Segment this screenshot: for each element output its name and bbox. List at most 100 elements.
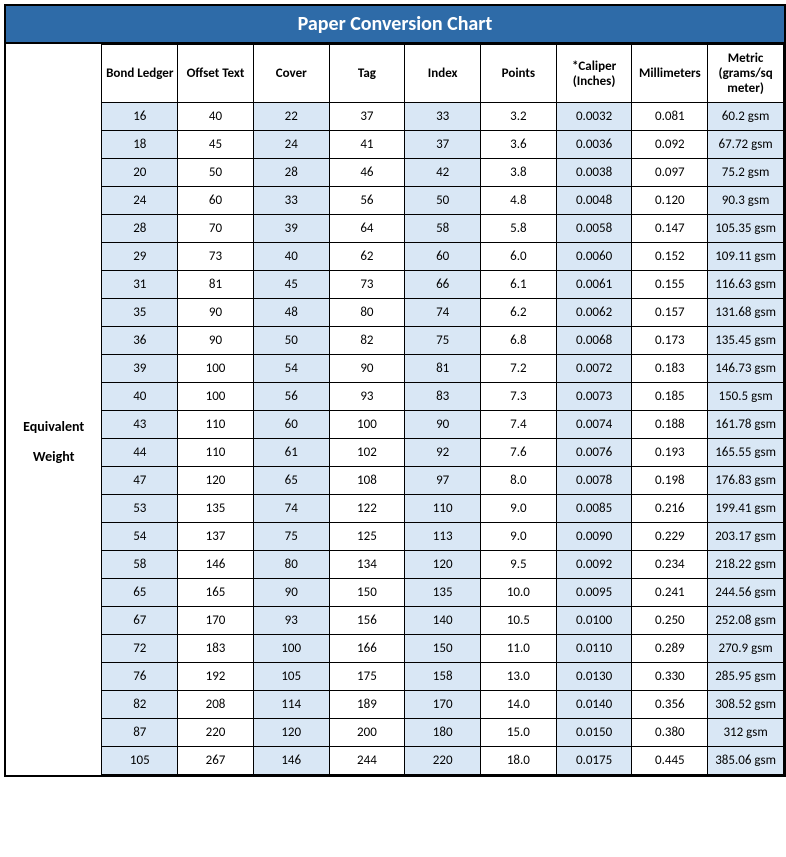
table-cell: 29 xyxy=(102,243,178,271)
table-cell: 3.2 xyxy=(481,103,557,131)
table-cell: 244.56 gsm xyxy=(708,579,784,607)
table-cell: 46 xyxy=(329,159,405,187)
table-row: 29734062606.00.00600.152109.11 gsm xyxy=(6,243,784,271)
table-row: 391005490817.20.00720.183146.73 gsm xyxy=(6,355,784,383)
table-cell: 45 xyxy=(253,271,329,299)
table-cell: 0.0058 xyxy=(556,215,632,243)
table-cell: 100 xyxy=(178,383,254,411)
table-cell: 122 xyxy=(329,495,405,523)
table-cell: 7.2 xyxy=(481,355,557,383)
table-row: 54137751251139.00.00900.229203.17 gsm xyxy=(6,523,784,551)
table-cell: 81 xyxy=(178,271,254,299)
table-cell: 5.8 xyxy=(481,215,557,243)
table-cell: 36 xyxy=(102,327,178,355)
table-cell: 37 xyxy=(329,103,405,131)
table-cell: 105.35 gsm xyxy=(708,215,784,243)
table-cell: 10.5 xyxy=(481,607,557,635)
table-cell: 97 xyxy=(405,467,481,495)
table-cell: 135.45 gsm xyxy=(708,327,784,355)
table-cell: 41 xyxy=(329,131,405,159)
table-row: 4411061102927.60.00760.193165.55 gsm xyxy=(6,439,784,467)
table-cell: 9.0 xyxy=(481,495,557,523)
table-cell: 62 xyxy=(329,243,405,271)
table-cell: 90 xyxy=(329,355,405,383)
table-cell: 6.2 xyxy=(481,299,557,327)
table-cell: 135 xyxy=(178,495,254,523)
table-cell: 58 xyxy=(405,215,481,243)
table-cell: 0.0048 xyxy=(556,187,632,215)
table-cell: 0.330 xyxy=(632,663,708,691)
table-cell: 0.216 xyxy=(632,495,708,523)
table-cell: 82 xyxy=(329,327,405,355)
table-cell: 47 xyxy=(102,467,178,495)
table-cell: 114 xyxy=(253,691,329,719)
table-cell: 90 xyxy=(178,327,254,355)
table-cell: 244 xyxy=(329,747,405,775)
table-row: 10526714624422018.00.01750.445385.06 gsm xyxy=(6,747,784,775)
table-cell: 6.1 xyxy=(481,271,557,299)
table-cell: 0.0092 xyxy=(556,551,632,579)
table-row: 401005693837.30.00730.185150.5 gsm xyxy=(6,383,784,411)
table-cell: 0.0062 xyxy=(556,299,632,327)
table-cell: 3.8 xyxy=(481,159,557,187)
table-cell: 113 xyxy=(405,523,481,551)
table-cell: 110 xyxy=(178,411,254,439)
table-cell: 90 xyxy=(253,579,329,607)
table-cell: 13.0 xyxy=(481,663,557,691)
table-cell: 10.0 xyxy=(481,579,557,607)
table-cell: 0.081 xyxy=(632,103,708,131)
table-cell: 252.08 gsm xyxy=(708,607,784,635)
table-cell: 189 xyxy=(329,691,405,719)
table-cell: 33 xyxy=(405,103,481,131)
table-cell: 109.11 gsm xyxy=(708,243,784,271)
table-cell: 0.241 xyxy=(632,579,708,607)
row-label-line: Weight xyxy=(6,442,101,472)
table-cell: 146.73 gsm xyxy=(708,355,784,383)
table-row: 31814573666.10.00610.155116.63 gsm xyxy=(6,271,784,299)
table-cell: 73 xyxy=(178,243,254,271)
table-cell: 0.0130 xyxy=(556,663,632,691)
table-cell: 74 xyxy=(253,495,329,523)
table-cell: 0.0076 xyxy=(556,439,632,467)
table-cell: 9.5 xyxy=(481,551,557,579)
chart-title: Paper Conversion Chart xyxy=(6,6,784,44)
table-cell: 200 xyxy=(329,719,405,747)
table-cell: 135 xyxy=(405,579,481,607)
column-header: Bond Ledger xyxy=(102,45,178,103)
table-cell: 3.6 xyxy=(481,131,557,159)
table-cell: 44 xyxy=(102,439,178,467)
table-cell: 18 xyxy=(102,131,178,159)
table-cell: 100 xyxy=(178,355,254,383)
table-cell: 75.2 gsm xyxy=(708,159,784,187)
table-cell: 50 xyxy=(405,187,481,215)
table-cell: 16 xyxy=(102,103,178,131)
table-cell: 0.250 xyxy=(632,607,708,635)
table-cell: 72 xyxy=(102,635,178,663)
table-cell: 102 xyxy=(329,439,405,467)
table-cell: 0.445 xyxy=(632,747,708,775)
table-row: 7619210517515813.00.01300.330285.95 gsm xyxy=(6,663,784,691)
table-cell: 67 xyxy=(102,607,178,635)
table-cell: 161.78 gsm xyxy=(708,411,784,439)
table-cell: 75 xyxy=(405,327,481,355)
table-cell: 137 xyxy=(178,523,254,551)
table-cell: 267 xyxy=(178,747,254,775)
table-cell: 75 xyxy=(253,523,329,551)
table-row: 35904880746.20.00620.157131.68 gsm xyxy=(6,299,784,327)
table-cell: 60 xyxy=(253,411,329,439)
column-header: Tag xyxy=(329,45,405,103)
conversion-table: Bond LedgerOffset TextCoverTagIndexPoint… xyxy=(6,44,784,775)
table-cell: 81 xyxy=(405,355,481,383)
table-cell: 56 xyxy=(329,187,405,215)
table-cell: 0.0100 xyxy=(556,607,632,635)
table-row: 18452441373.60.00360.09267.72 gsm xyxy=(6,131,784,159)
table-cell: 110 xyxy=(178,439,254,467)
column-header: Offset Text xyxy=(178,45,254,103)
table-cell: 40 xyxy=(178,103,254,131)
table-cell: 0.0061 xyxy=(556,271,632,299)
table-cell: 0.0074 xyxy=(556,411,632,439)
header-blank xyxy=(6,45,102,103)
table-cell: 9.0 xyxy=(481,523,557,551)
table-cell: 0.147 xyxy=(632,215,708,243)
table-header-row: Bond LedgerOffset TextCoverTagIndexPoint… xyxy=(6,45,784,103)
